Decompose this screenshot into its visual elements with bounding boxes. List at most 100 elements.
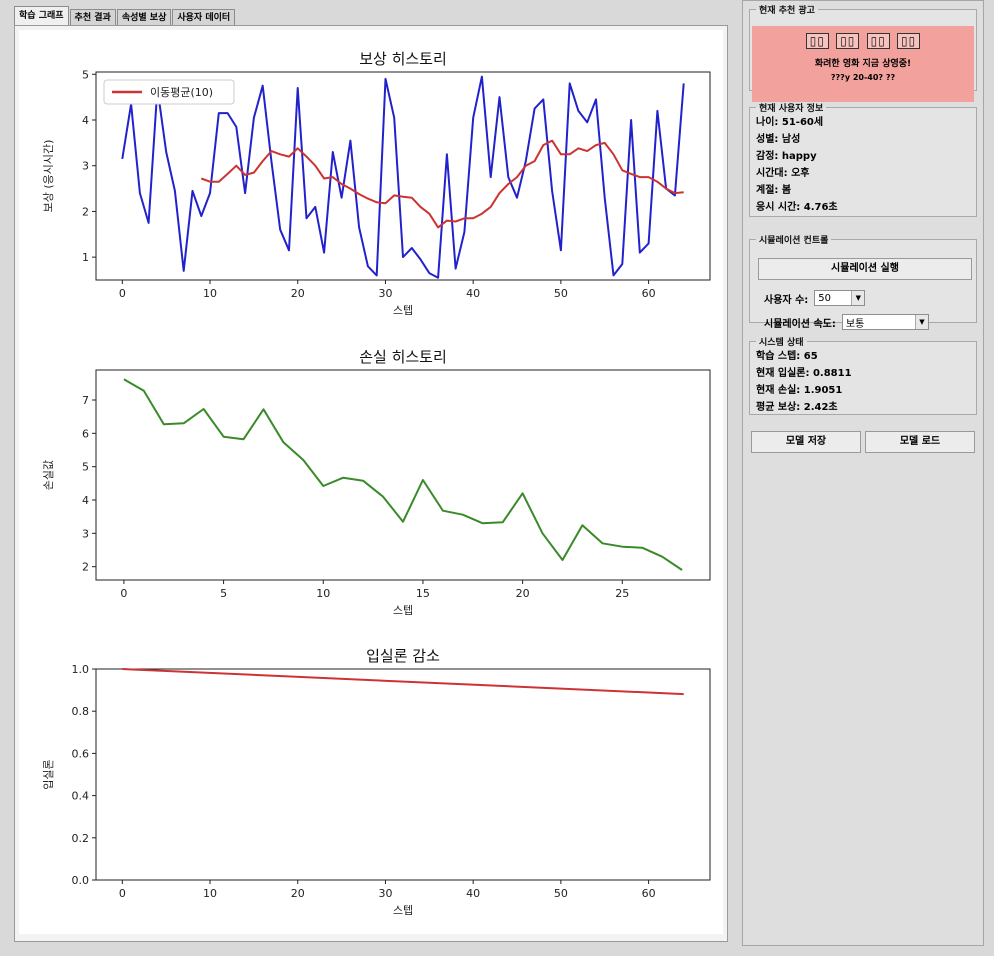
y-axis-label: 손실값: [42, 460, 55, 490]
speed-select[interactable]: 보통 ▼: [841, 314, 929, 330]
x-tick-label: 50: [554, 887, 568, 900]
y-tick-label: 1.0: [72, 663, 90, 676]
y-tick-label: 4: [82, 494, 89, 507]
current-ad-group: 현재 추천 광고 ▯▯ ▯▯ ▯▯ ▯▯ 화려한 영화 지금 상영중! ???y…: [749, 3, 977, 102]
ad-headline: ▯▯ ▯▯ ▯▯ ▯▯: [752, 33, 974, 49]
ad-headline-word: ▯▯: [805, 33, 829, 49]
ad-detail: ???y 20-40? ??: [830, 73, 896, 82]
plot-frame: [95, 668, 711, 881]
user-age: 나이: 51-60세: [756, 117, 824, 128]
x-axis-label: 스텝: [393, 304, 413, 317]
left-pane: 학습 그래프 추천 결과 속성별 보상 사용자 데이터 보상 히스토리 0 10 20…: [14, 6, 728, 942]
status-epsilon: 현재 입실론: 0.8811: [756, 368, 852, 379]
run-simulation-button[interactable]: 시뮬레이션 실행: [758, 258, 972, 280]
x-tick-label: 25: [615, 587, 629, 600]
y-axis-label: 보상 (응시시간): [42, 140, 55, 213]
chart-title: 보상 히스토리: [359, 50, 447, 68]
system-status-group: 시스템 상태 학습 스텝: 65 현재 입실론: 0.8811 현재 손실: 1…: [749, 335, 977, 415]
x-tick-label: 0: [119, 887, 126, 900]
status-avg-reward: 평균 보상: 2.42초: [756, 402, 838, 413]
y-tick-label: 7: [82, 394, 89, 407]
chart-title: 입실론 감소: [366, 647, 440, 665]
user-count-select[interactable]: 50 ▼: [814, 290, 866, 306]
user-gaze-time: 응시 시간: 4.76초: [756, 202, 838, 213]
x-tick-label: 15: [416, 587, 430, 600]
speed-value: 보통: [845, 318, 865, 330]
current-ad-title: 현재 추천 광고: [759, 6, 815, 16]
tab-learning-graph[interactable]: 학습 그래프: [14, 6, 69, 26]
user-info-title: 현재 사용자 정보: [759, 104, 824, 114]
speed-label: 시뮬레이션 속도:: [764, 318, 836, 330]
series-line: [122, 668, 684, 696]
tab-bar: 학습 그래프 추천 결과 속성별 보상 사용자 데이터: [14, 6, 236, 26]
user-count-value: 50: [818, 292, 832, 304]
legend-label: 이동평균(10): [150, 86, 213, 99]
speed-row: 시뮬레이션 속도: 보통 ▼: [764, 314, 929, 330]
ad-headline-word: ▯▯: [836, 33, 860, 49]
x-tick-label: 0: [119, 287, 126, 300]
y-tick-label: 4: [82, 114, 89, 127]
x-tick-label: 20: [291, 887, 305, 900]
tab-panel: 보상 히스토리 0 10 20 30 40 50 60 1 2 3 4 5 스텝 보상 (응시시간) 이동평균…: [14, 25, 728, 942]
simulation-control-group: 시뮬레이션 컨트롤 시뮬레이션 실행 사용자 수: 50 ▼ 시뮬레이션 속도:…: [749, 233, 977, 330]
tab-attribute-rewards[interactable]: 속성별 보상: [116, 9, 172, 26]
y-tick-label: 3: [82, 160, 89, 173]
y-tick-label: 0.0: [72, 874, 90, 887]
y-axis-label: 입실론: [42, 759, 55, 789]
y-tick-label: 3: [82, 527, 89, 540]
y-tick-label: 2: [82, 561, 89, 574]
user-info-group: 현재 사용자 정보 나이: 51-60세 성별: 남성 감정: happy 시간…: [749, 101, 977, 217]
load-model-button[interactable]: 모델 로드: [865, 431, 975, 453]
x-tick-label: 10: [203, 887, 217, 900]
legend-box: [103, 79, 235, 105]
control-pane: 현재 추천 광고 ▯▯ ▯▯ ▯▯ ▯▯ 화려한 영화 지금 상영중! ???y…: [742, 0, 984, 946]
save-model-button[interactable]: 모델 저장: [751, 431, 861, 453]
x-tick-label: 10: [316, 587, 330, 600]
y-tick-label: 0.4: [72, 790, 90, 803]
simulation-control-title: 시뮬레이션 컨트롤: [759, 236, 829, 246]
status-loss: 현재 손실: 1.9051: [756, 385, 843, 396]
y-tick-label: 1: [82, 251, 89, 264]
y-tick-label: 0.8: [72, 705, 90, 718]
x-tick-label: 30: [378, 287, 392, 300]
x-tick-label: 40: [466, 887, 480, 900]
x-tick-label: 60: [642, 287, 656, 300]
ad-headline-word: ▯▯: [866, 33, 890, 49]
user-gender: 성별: 남성: [756, 134, 801, 145]
x-tick-label: 50: [554, 287, 568, 300]
y-tick-label: 0.6: [72, 747, 90, 760]
x-tick-label: 30: [378, 887, 392, 900]
series-line: [123, 378, 683, 571]
plot-frame: [95, 369, 711, 581]
user-season: 계절: 봄: [756, 185, 792, 196]
chart-title: 손실 히스토리: [359, 348, 447, 366]
x-tick-label: 5: [220, 587, 227, 600]
y-tick-label: 2: [82, 205, 89, 218]
user-time-of-day: 시간대: 오후: [756, 168, 810, 179]
x-tick-label: 0: [120, 587, 127, 600]
x-axis-label: 스텝: [393, 904, 413, 917]
tab-user-data[interactable]: 사용자 데이터: [172, 9, 236, 26]
y-tick-label: 0.2: [72, 832, 90, 845]
status-training-step: 학습 스텝: 65: [756, 351, 818, 362]
x-tick-label: 60: [642, 887, 656, 900]
y-tick-label: 5: [82, 68, 89, 81]
ad-subtext: 화려한 영화 지금 상영중!: [814, 59, 912, 69]
x-tick-label: 40: [466, 287, 480, 300]
chevron-down-icon[interactable]: ▼: [851, 291, 865, 305]
series-line: [200, 139, 684, 229]
ad-headline-word: ▯▯: [897, 33, 921, 49]
ad-banner: ▯▯ ▯▯ ▯▯ ▯▯ 화려한 영화 지금 상영중! ???y 20-40? ?…: [752, 26, 974, 102]
x-axis-label: 스텝: [393, 604, 413, 617]
y-tick-label: 5: [82, 461, 89, 474]
system-status-title: 시스템 상태: [759, 338, 804, 348]
y-tick-label: 6: [82, 427, 89, 440]
chart-figure: 보상 히스토리 0 10 20 30 40 50 60 1 2 3 4 5 스텝 보상 (응시시간) 이동평균…: [19, 30, 723, 934]
user-count-label: 사용자 수:: [764, 294, 809, 306]
tab-recommendation-results[interactable]: 추천 결과: [69, 9, 116, 26]
user-count-row: 사용자 수: 50 ▼: [764, 290, 866, 306]
x-tick-label: 20: [291, 287, 305, 300]
series-line: [121, 75, 685, 279]
chevron-down-icon[interactable]: ▼: [914, 315, 928, 329]
